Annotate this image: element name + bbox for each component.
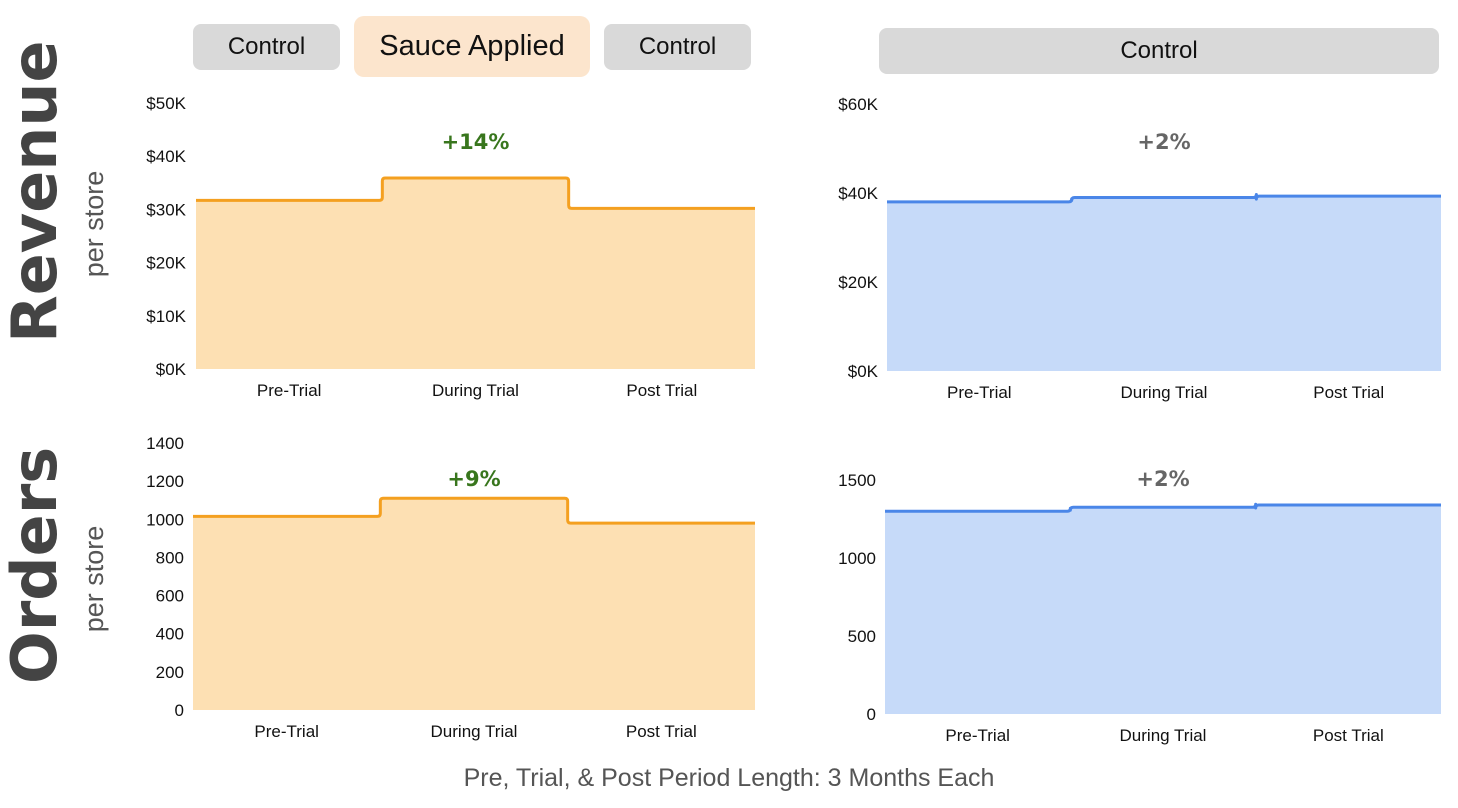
revenue-treatment-ytick-label: $0K (156, 360, 187, 379)
orders-treatment-change-annotation: +9% (447, 467, 500, 491)
orders-control-category-label: Pre-Trial (945, 726, 1010, 745)
orders-control-step-line (885, 502, 1441, 513)
sauce-applied-pill: Sauce Applied (354, 16, 590, 77)
period-length-footnote: Pre, Trial, & Post Period Length: 3 Mont… (463, 764, 995, 792)
control-pill-right: Control (879, 28, 1439, 74)
orders-control-ytick-label: 0 (867, 705, 876, 724)
revenue-control-ytick-label: $60K (838, 95, 878, 114)
revenue-treatment-change-annotation: +14% (442, 130, 510, 154)
revenue-control-change-annotation: +2% (1137, 130, 1190, 154)
revenue-control-category-label: During Trial (1121, 383, 1208, 402)
orders-treatment-ytick-label: 400 (156, 625, 184, 644)
orders-control-ytick-label: 1500 (838, 471, 876, 490)
revenue-treatment-ytick-label: $30K (146, 200, 186, 219)
orders-control-ytick-label: 1000 (838, 549, 876, 568)
orders-treatment-ytick-label: 1000 (146, 510, 184, 529)
orders-treatment-ytick-label: 0 (175, 701, 184, 720)
orders-treatment-ytick-label: 1200 (146, 472, 184, 491)
orders-treatment-ytick-label: 600 (156, 587, 184, 606)
revenue-control-category-label: Pre-Trial (947, 383, 1012, 402)
revenue-control-step-line (887, 192, 1441, 204)
revenue-control-area-fill (887, 194, 1441, 371)
revenue-control-category-label: Post Trial (1313, 383, 1384, 402)
revenue-treatment-step-line (196, 176, 755, 210)
orders-control-ytick-label: 500 (848, 627, 876, 646)
orders-control-category-label: During Trial (1120, 726, 1207, 745)
revenue-treatment-ytick-label: $20K (146, 254, 186, 273)
orders-control-area-fill (885, 504, 1441, 714)
orders-treatment-ytick-label: 1400 (146, 434, 184, 453)
revenue-treatment-area-fill (196, 178, 755, 369)
orders-treatment-category-label: Post Trial (626, 722, 697, 741)
control-pill-left-1: Control (193, 24, 340, 70)
revenue-treatment-category-label: Post Trial (626, 381, 697, 400)
orders-treatment-category-label: Pre-Trial (254, 722, 319, 741)
control-pill-left-2: Control (604, 24, 751, 70)
orders-treatment-category-label: During Trial (431, 722, 518, 741)
revenue-treatment-category-label: Pre-Trial (257, 381, 322, 400)
orders-treatment-ytick-label: 800 (156, 548, 184, 567)
orders-treatment-step-line (193, 496, 755, 525)
orders-control-change-annotation: +2% (1136, 467, 1189, 491)
orders-treatment-ytick-label: 200 (156, 663, 184, 682)
orders-treatment-area-fill (193, 498, 755, 710)
revenue-control-ytick-label: $0K (848, 362, 879, 381)
revenue-control-ytick-label: $40K (838, 184, 878, 203)
revenue-treatment-category-label: During Trial (432, 381, 519, 400)
revenue-control-ytick-label: $20K (838, 273, 878, 292)
revenue-treatment-ytick-label: $50K (146, 94, 186, 113)
orders-control-category-label: Post Trial (1313, 726, 1384, 745)
revenue-treatment-ytick-label: $10K (146, 307, 186, 326)
revenue-treatment-ytick-label: $40K (146, 147, 186, 166)
